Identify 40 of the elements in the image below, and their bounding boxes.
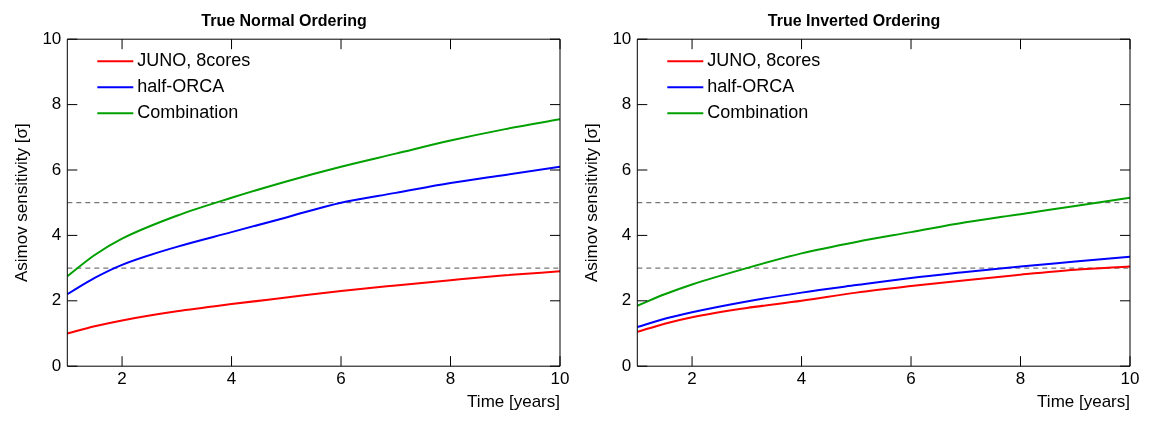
legend-label: Combination — [707, 102, 809, 123]
y-tick-label: 10 — [42, 28, 62, 48]
x-tick-label: 8 — [445, 369, 456, 389]
x-tick-label: 10 — [550, 369, 570, 389]
line-series — [637, 255, 1130, 328]
y-axis-title: Asimov sensitivity [σ] — [581, 123, 601, 283]
x-tick-label: 4 — [226, 369, 237, 389]
x-axis-title: Time [years] — [1037, 392, 1130, 412]
y-tick-label: 0 — [621, 355, 632, 375]
line-series — [637, 265, 1130, 333]
y-tick-label: 4 — [621, 225, 632, 245]
y-tick-label: 2 — [51, 290, 62, 310]
y-tick-label: 8 — [621, 94, 632, 114]
line-series — [67, 165, 560, 296]
x-tick-label: 2 — [687, 369, 697, 389]
legend-label: JUNO, 8cores — [707, 50, 821, 71]
y-tick-label: 6 — [621, 159, 632, 179]
chart-title: True Normal Ordering — [201, 12, 367, 30]
x-tick-label: 6 — [336, 369, 346, 389]
x-tick-label: 2 — [117, 369, 127, 389]
y-tick-label: 2 — [621, 290, 632, 310]
y-axis-title: Asimov sensitivity [σ] — [11, 123, 31, 283]
y-tick-label: 6 — [51, 159, 62, 179]
y-tick-label: 4 — [51, 225, 62, 245]
y-tick-label: 10 — [612, 28, 632, 48]
legend-label: JUNO, 8cores — [137, 50, 251, 71]
x-tick-label: 4 — [796, 369, 807, 389]
line-series — [67, 270, 560, 335]
legend-label: half-ORCA — [137, 76, 225, 97]
x-axis-title: Time [years] — [467, 392, 560, 412]
legend-label: half-ORCA — [707, 76, 795, 97]
line-series — [67, 118, 560, 278]
x-tick-label: 6 — [906, 369, 916, 389]
line-series — [637, 196, 1130, 307]
x-tick-label: 10 — [1120, 369, 1140, 389]
chart-title: True Inverted Ordering — [767, 12, 941, 30]
y-tick-label: 0 — [51, 355, 62, 375]
y-tick-label: 8 — [51, 94, 62, 114]
x-tick-label: 8 — [1015, 369, 1026, 389]
legend-label: Combination — [137, 102, 239, 123]
